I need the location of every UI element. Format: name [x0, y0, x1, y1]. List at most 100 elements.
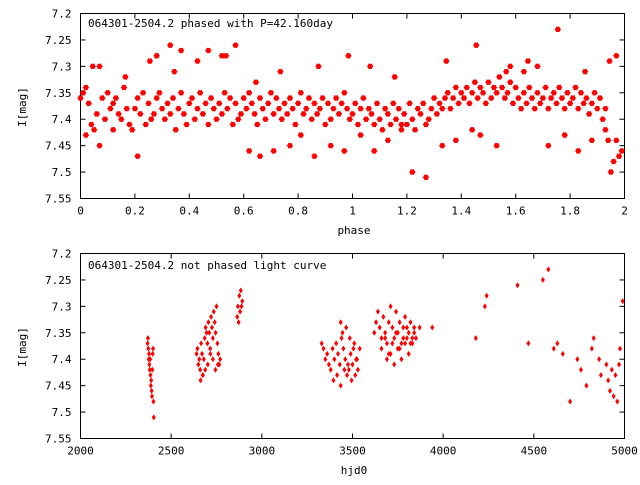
- x-axis-label: phase: [337, 224, 370, 237]
- data-point: [262, 116, 269, 122]
- data-point: [146, 58, 154, 64]
- data-point: [259, 105, 266, 112]
- data-point: [216, 100, 223, 107]
- data-point: [289, 105, 296, 112]
- data-point: [218, 111, 226, 117]
- data-point: [458, 90, 465, 96]
- data-point: [238, 308, 243, 315]
- data-point: [422, 174, 430, 181]
- data-point: [151, 398, 156, 405]
- data-point: [379, 127, 386, 133]
- data-point: [327, 116, 334, 122]
- data-point: [209, 313, 214, 320]
- data-point: [183, 121, 190, 128]
- data-point: [156, 90, 163, 96]
- data-point: [599, 116, 606, 122]
- data-point: [77, 95, 84, 101]
- data-point: [284, 111, 291, 117]
- x-axis-label: hjd0: [341, 464, 368, 477]
- data-point: [493, 90, 500, 96]
- data-point: [554, 26, 562, 33]
- data-point: [161, 116, 169, 122]
- data-point: [273, 95, 280, 101]
- data-point: [327, 142, 334, 149]
- data-point: [224, 105, 231, 112]
- data-point: [597, 356, 602, 363]
- data-point: [236, 319, 241, 326]
- data-point: [373, 100, 381, 107]
- data-point: [602, 127, 609, 133]
- data-point: [167, 111, 174, 117]
- data-point: [107, 105, 114, 112]
- data-point: [604, 137, 612, 144]
- data-point: [578, 366, 583, 373]
- data-point: [406, 329, 411, 336]
- axis-ticks: 2000 2500 3000 3500 4000 4500 5000 7.2 7.25 7.3 7.…: [45, 248, 638, 458]
- data-point: [372, 329, 377, 336]
- data-point: [390, 340, 395, 347]
- data-point: [384, 340, 389, 347]
- data-point: [354, 121, 362, 128]
- data-point: [82, 132, 90, 138]
- data-point: [322, 121, 329, 128]
- y-tick-label: 7.5: [52, 166, 72, 179]
- y-tick-label: 7.4: [52, 353, 72, 366]
- data-point: [109, 127, 117, 133]
- x-tick-label: 0.6: [234, 205, 254, 218]
- data-point: [545, 105, 552, 112]
- data-point: [194, 58, 201, 64]
- data-point: [531, 105, 538, 112]
- data-point: [332, 95, 340, 101]
- data-point: [526, 84, 533, 91]
- data-point: [560, 350, 565, 357]
- data-point: [172, 127, 179, 133]
- data-point: [618, 148, 625, 154]
- data-point: [191, 116, 198, 122]
- data-point: [122, 74, 129, 80]
- data-point: [613, 137, 620, 144]
- data-point: [485, 79, 492, 85]
- data-point: [325, 350, 330, 357]
- data-point: [580, 100, 587, 107]
- data-point: [384, 137, 392, 144]
- data-point: [221, 90, 228, 96]
- data-point: [575, 148, 582, 154]
- data-point: [339, 335, 344, 342]
- data-point: [391, 74, 398, 80]
- data-point: [496, 74, 503, 80]
- data-point: [188, 95, 196, 101]
- data-point: [294, 100, 302, 107]
- data-point: [177, 47, 185, 54]
- data-point: [387, 121, 394, 128]
- data-point: [345, 53, 352, 59]
- data-point: [240, 95, 247, 101]
- data-point: [151, 345, 156, 352]
- data-point: [493, 142, 500, 149]
- data-point: [332, 356, 337, 363]
- data-point: [517, 105, 525, 112]
- data-point: [468, 127, 476, 133]
- data-point: [316, 105, 324, 112]
- data-point: [607, 169, 615, 175]
- x-tick-label: 2000: [67, 445, 94, 458]
- data-point: [381, 313, 386, 320]
- data-point: [569, 95, 577, 101]
- data-point: [169, 95, 177, 101]
- data-point: [126, 121, 133, 128]
- data-point: [251, 111, 258, 117]
- data-point: [118, 116, 125, 122]
- data-point: [89, 63, 96, 70]
- data-point: [409, 169, 416, 175]
- data-point: [366, 63, 374, 70]
- y-tick-label: 7.25: [45, 274, 72, 287]
- data-point: [588, 100, 596, 107]
- data-point: [568, 398, 573, 405]
- data-point: [404, 335, 409, 342]
- data-point: [330, 345, 335, 352]
- data-point: [471, 79, 479, 85]
- data-point: [439, 142, 446, 149]
- data-point: [331, 377, 336, 384]
- data-point: [403, 121, 411, 128]
- data-point: [591, 335, 596, 342]
- data-point: [610, 158, 617, 165]
